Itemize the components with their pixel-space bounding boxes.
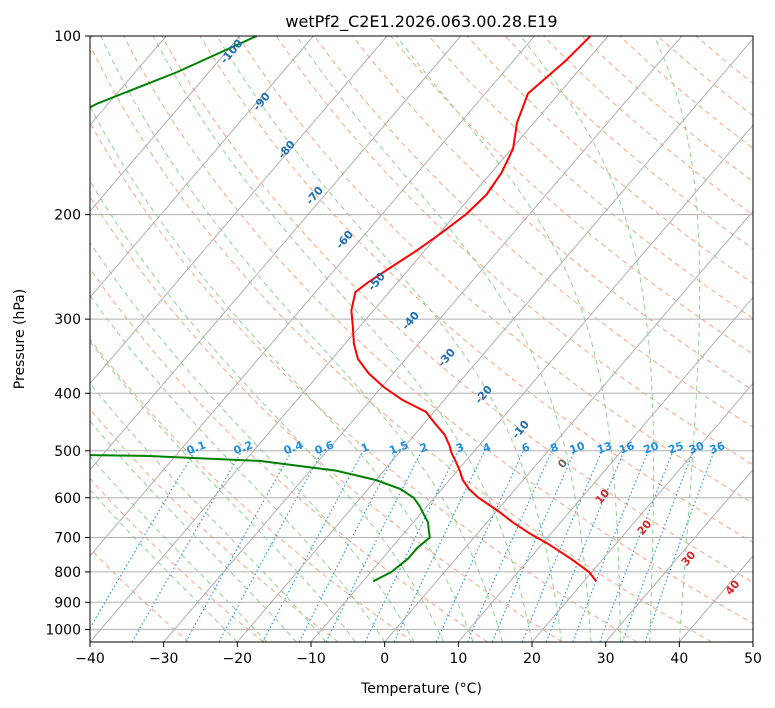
mixing-ratio-line: [325, 450, 423, 642]
mixing-ratio-label: 0.1: [185, 438, 208, 457]
x-tick-label: 20: [523, 651, 541, 667]
dry-adiabat: [428, 36, 753, 320]
x-tick-label: −30: [149, 651, 179, 667]
dry-adiabat: [313, 36, 753, 428]
mixing-ratio-label: 4: [481, 440, 493, 455]
x-tick-label: 0: [380, 651, 389, 667]
x-tick-label: 10: [449, 651, 467, 667]
x-tick-label: −20: [223, 651, 253, 667]
moist-adiabat: [90, 340, 356, 642]
dewpoint-profile: [90, 36, 431, 583]
dry-adiabat: [90, 44, 712, 642]
y-tick-label: 900: [54, 595, 81, 611]
dry-adiabat: [90, 267, 488, 642]
y-tick-label: 100: [54, 29, 81, 45]
y-tick-label: 300: [54, 312, 81, 328]
y-tick-label: 800: [54, 565, 81, 581]
mixing-ratio-label: 16: [617, 439, 636, 457]
profile-lines: [90, 36, 598, 583]
isotherm-gridline: [90, 36, 241, 212]
isotherm-gridline: [90, 36, 535, 557]
mixing-ratio-label: 20: [642, 439, 661, 457]
mixing-ratio-label: 10: [568, 439, 587, 457]
moist-adiabat: [90, 455, 268, 642]
y-tick-label: 400: [54, 386, 81, 402]
isotherm-gridline: [90, 36, 388, 385]
mixing-ratio-line: [185, 450, 293, 642]
isotherm-gridline: [90, 36, 462, 471]
isotherm-gridline: [605, 468, 753, 642]
mixing-ratio-label: 8: [549, 441, 561, 456]
moist-adiabat: [90, 105, 474, 642]
y-tick-label: 700: [54, 531, 81, 547]
x-tick-label: −40: [75, 651, 105, 667]
mixing-ratio-line: [521, 450, 603, 642]
moist-adiabat: [653, 36, 701, 642]
moist-adiabat: [296, 36, 592, 642]
plot-background: [90, 36, 753, 642]
moist-adiabat: [90, 180, 445, 642]
isotherm-gridline: [90, 36, 609, 642]
moist-adiabat: [90, 382, 327, 642]
mixing-ratio-label: 2: [418, 441, 430, 456]
mixing-ratio-label: 1.5: [387, 438, 410, 457]
mixing-ratio-label: 3: [454, 441, 466, 456]
x-tick-label: 50: [744, 651, 762, 667]
mixing-ratio-line: [218, 450, 324, 642]
dry-adiabat: [90, 547, 190, 642]
isotherm-gridline: [90, 36, 314, 299]
chart-title: wetPf2_C2E1.2026.063.00.28.E19: [285, 12, 557, 32]
mixing-ratio-line: [599, 450, 674, 642]
mixing-ratio-label: 0.2: [232, 438, 255, 457]
dry-adiabat: [237, 36, 753, 504]
mixing-ratio-line: [644, 450, 715, 642]
moist-adiabat: [90, 241, 415, 642]
mixing-ratio-label: 6: [520, 440, 532, 455]
moist-adiabat: [152, 36, 533, 642]
mixing-ratio-label: 25: [666, 439, 685, 456]
isotherm-gridline: [236, 38, 753, 642]
dry-adiabat: [90, 408, 339, 642]
plot-frame: [89, 35, 754, 643]
dry-adiabat: [352, 36, 753, 391]
mixing-ratio-line: [364, 450, 459, 642]
y-tick-label: 1000: [45, 622, 81, 638]
isotherm-gridline: [163, 36, 683, 642]
x-tick-label: −10: [296, 651, 326, 667]
moist-adiabat: [90, 294, 386, 642]
isotherm-gridline: [310, 124, 753, 642]
dry-adiabat: [90, 121, 638, 642]
moist-adiabat: [216, 36, 562, 642]
dry-adiabat: [123, 36, 753, 624]
y-tick-label: 500: [54, 444, 81, 460]
mixing-ratio-label: 13: [595, 439, 614, 456]
mixing-ratio-label: 36: [708, 439, 727, 457]
y-axis-label: Pressure (hPa): [12, 289, 28, 389]
temperature-profile: [350, 36, 598, 583]
mixing-ratio-label: 1: [359, 441, 371, 456]
isotherm-gridline: [384, 210, 753, 642]
x-tick-label: 30: [597, 651, 615, 667]
mixing-ratio-line: [262, 450, 364, 642]
isotherm-gridline: [531, 382, 753, 642]
x-axis-label: Temperature (°C): [360, 681, 482, 697]
mixing-ratio-line: [572, 450, 649, 642]
moist-adiabat: [90, 420, 297, 642]
mixing-ratio-label: 30: [687, 439, 706, 457]
mixing-ratio-line: [621, 450, 695, 642]
mixing-ratio-label: 0.4: [282, 438, 305, 457]
dry-adiabat: [90, 477, 264, 642]
y-tick-label: 200: [54, 208, 81, 224]
mixing-ratio-line: [466, 450, 553, 642]
dry-adiabat: [90, 195, 563, 642]
x-tick-label: 40: [670, 651, 688, 667]
moist-adiabat: [396, 36, 621, 642]
mixing-ratio-label: 0.6: [313, 438, 336, 457]
axes: −40 −30 −20 −10 0 10 20 30 40 5010020030040050060…: [45, 29, 762, 667]
y-tick-label: 600: [54, 491, 81, 507]
moist-adiabat: [520, 36, 655, 642]
